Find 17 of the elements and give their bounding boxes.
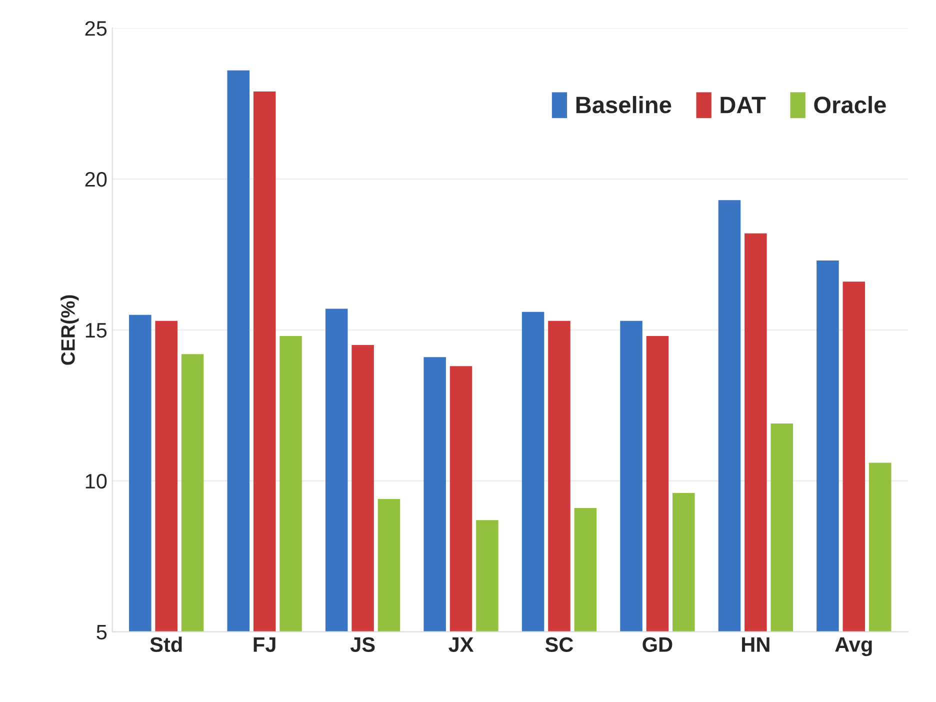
y-axis-title: CER(%) xyxy=(60,295,79,365)
x-tick-label: JX xyxy=(448,637,474,652)
y-tick-label: 10 xyxy=(86,474,107,489)
y-tick-label: 20 xyxy=(85,172,107,187)
legend-label: Oracle xyxy=(814,96,886,114)
x-tick-label: JS xyxy=(350,637,375,652)
legend-label: Baseline xyxy=(576,96,672,114)
y-tick-label: 15 xyxy=(86,323,107,338)
x-tick-label: Std xyxy=(150,636,182,652)
x-tick-label: SC xyxy=(545,637,574,652)
x-tick-label: HN xyxy=(742,637,770,652)
x-tick-label: Avg xyxy=(835,637,872,656)
legend-label: DAT xyxy=(720,96,766,114)
x-tick-label: FJ xyxy=(254,637,276,652)
y-tick-label: 5 xyxy=(96,625,107,640)
x-tick-label: GD xyxy=(642,637,672,652)
y-tick-label: 25 xyxy=(85,21,107,36)
